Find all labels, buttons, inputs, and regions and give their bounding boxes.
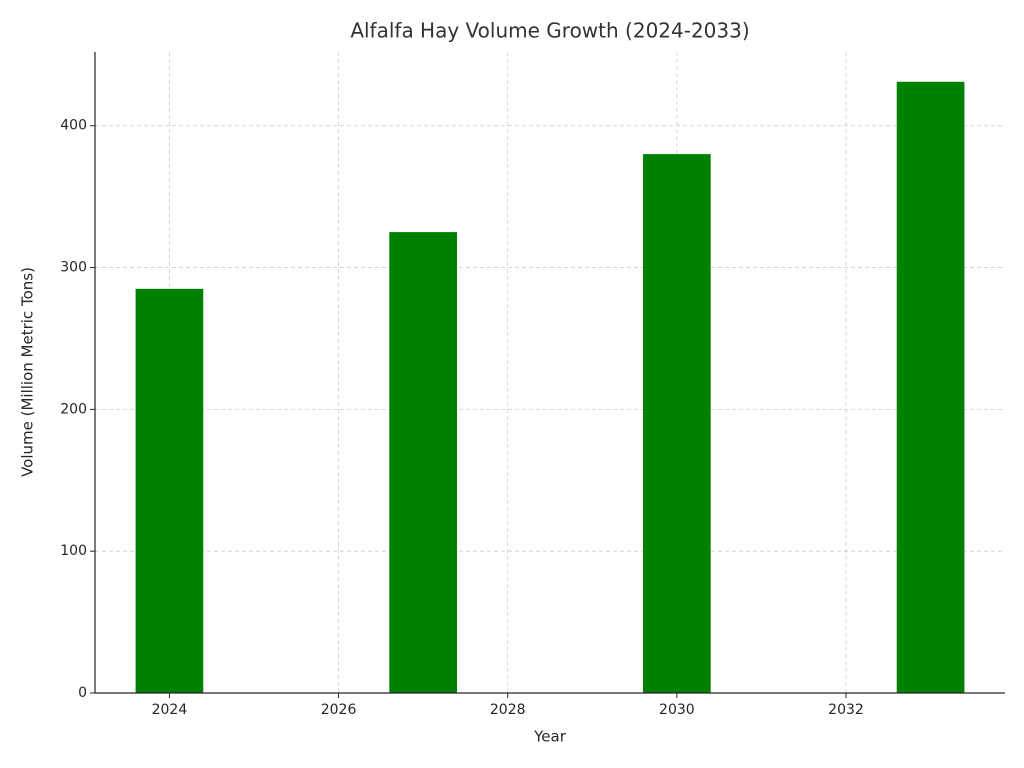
y-tick-label: 0 <box>78 685 87 701</box>
x-axis-label: Year <box>533 728 567 746</box>
x-tick-label: 2030 <box>659 702 695 718</box>
y-axis-label: Volume (Million Metric Tons) <box>19 267 37 477</box>
y-tick-label: 100 <box>60 543 87 559</box>
x-tick-label: 2028 <box>490 702 526 718</box>
bar <box>135 288 204 693</box>
chart-title: Alfalfa Hay Volume Growth (2024-2033) <box>350 19 749 43</box>
y-tick-label: 400 <box>60 118 87 134</box>
x-tick-label: 2024 <box>152 702 188 718</box>
y-tick-label: 200 <box>60 401 87 417</box>
bar <box>389 232 457 693</box>
x-tick-label: 2032 <box>828 702 864 718</box>
y-tick-label: 300 <box>60 260 87 276</box>
bar <box>643 154 711 693</box>
x-tick-label: 2026 <box>321 702 357 718</box>
bar <box>896 81 965 693</box>
